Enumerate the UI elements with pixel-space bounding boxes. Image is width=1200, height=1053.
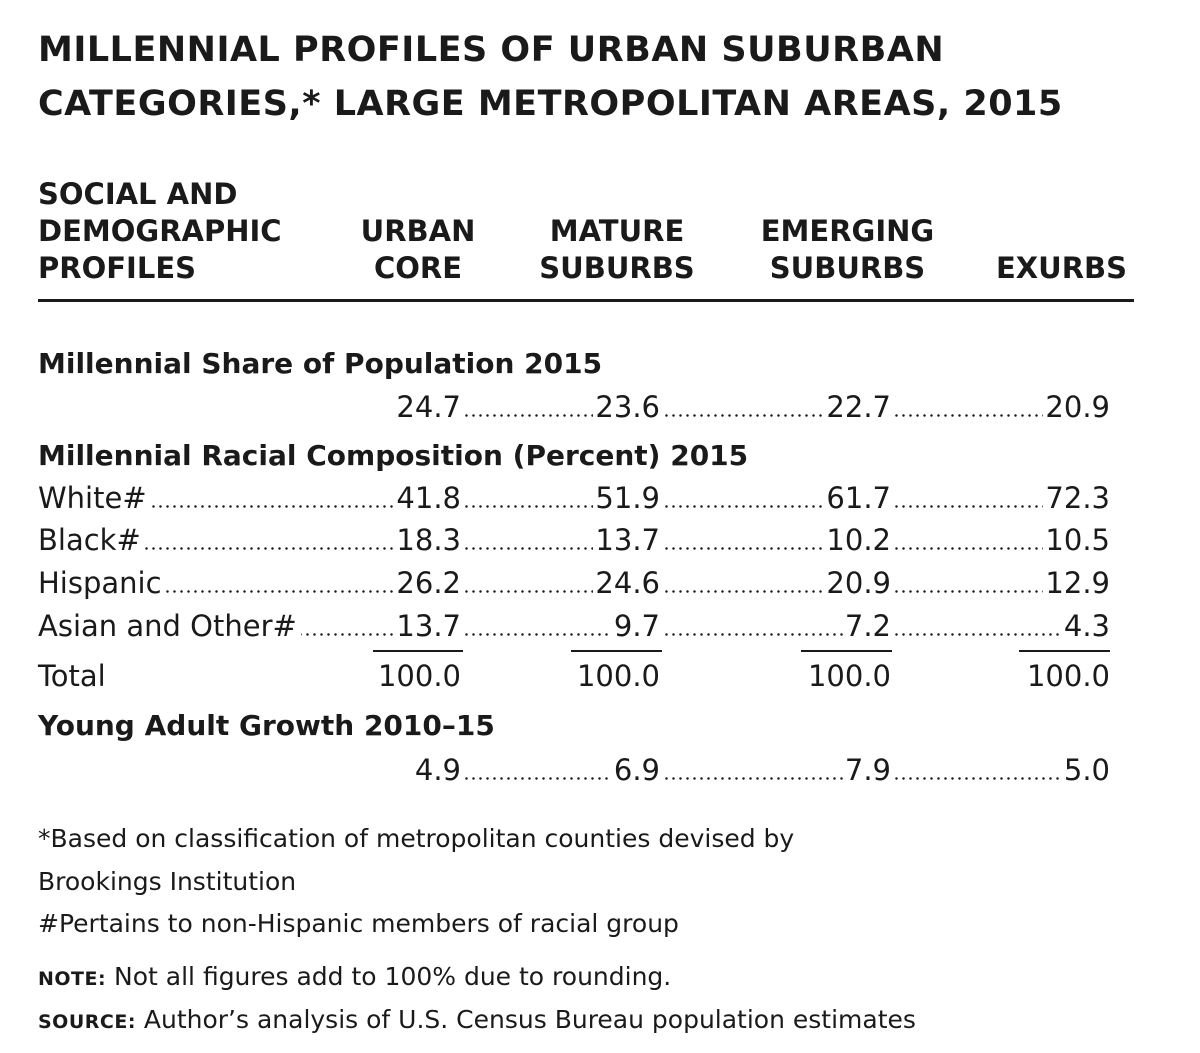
total-rule-urban-core — [373, 650, 463, 652]
cell-growth-urban-core: 4.9 — [238, 750, 461, 790]
header-exurbs: EXURBS — [996, 250, 1127, 287]
table-row: Asian and Other# 13.7 9.7 7.2 4.3 — [38, 606, 1112, 646]
cell-asian-other-exurbs: 4.3 — [893, 606, 1110, 646]
section-title-racial: Millennial Racial Composition (Percent) … — [38, 439, 749, 472]
header-exurbs-line-1: EXURBS — [996, 251, 1128, 285]
total-rule-mature-suburbs — [571, 650, 662, 652]
table-row-total: Total 100.0 100.0 100.0 100.0 — [38, 656, 1112, 696]
cell-hispanic-exurbs: 12.9 — [893, 563, 1110, 603]
row-label-total: Total — [38, 656, 110, 696]
cell-growth-mature-suburbs: 6.9 — [463, 750, 660, 790]
note-text: Not all figures add to 100% due to round… — [106, 962, 672, 991]
header-profiles-line-2: DEMOGRAPHIC — [38, 214, 282, 248]
cell-asian-other-mature-suburbs: 9.7 — [463, 606, 660, 646]
table-row-growth: 4.9 6.9 7.9 5.0 — [38, 750, 1112, 790]
cell-black-emerging-suburbs: 10.2 — [663, 520, 891, 560]
row-label-black: Black# — [38, 520, 145, 560]
cell-asian-other-urban-core: 13.7 — [38, 606, 461, 646]
cell-share-mature-suburbs: 23.6 — [463, 387, 660, 427]
source-label: SOURCE: — [38, 1011, 136, 1033]
cell-hispanic-mature-suburbs: 24.6 — [463, 563, 660, 603]
table-row: White# 41.8 51.9 61.7 72.3 — [38, 478, 1112, 518]
section-title-share: Millennial Share of Population 2015 — [38, 347, 603, 380]
header-emerging-suburbs: EMERGING SUBURBS — [745, 213, 950, 287]
header-profiles-line-1: SOCIAL AND — [38, 177, 238, 211]
cell-share-emerging-suburbs: 22.7 — [663, 387, 891, 427]
header-urban-core-line-1: URBAN — [360, 214, 476, 248]
cell-black-exurbs: 10.5 — [893, 520, 1110, 560]
cell-white-mature-suburbs: 51.9 — [463, 478, 660, 518]
cell-hispanic-urban-core: 26.2 — [38, 563, 461, 603]
cell-white-urban-core: 41.8 — [38, 478, 461, 518]
page-title-line-2: CATEGORIES,* LARGE METROPOLITAN AREAS, 2… — [38, 84, 1063, 124]
cell-total-urban-core: 100.0 — [238, 656, 461, 696]
header-profiles: SOCIAL AND DEMOGRAPHIC PROFILES — [38, 176, 282, 287]
footnote-asterisk-line-2: Brookings Institution — [38, 867, 297, 896]
row-label-asian-other: Asian and Other# — [38, 606, 301, 646]
table-row-share: 24.7 23.6 22.7 20.9 — [38, 387, 1112, 427]
header-emerging-suburbs-line-1: EMERGING — [760, 214, 935, 248]
cell-total-emerging-suburbs: 100.0 — [663, 656, 891, 696]
header-urban-core-line-2: CORE — [373, 251, 463, 285]
footnote-hash: #Pertains to non-Hispanic members of rac… — [38, 909, 679, 938]
row-label-white: White# — [38, 478, 151, 518]
cell-black-urban-core: 18.3 — [38, 520, 461, 560]
cell-black-mature-suburbs: 13.7 — [463, 520, 660, 560]
cell-white-emerging-suburbs: 61.7 — [663, 478, 891, 518]
header-urban-core: URBAN CORE — [343, 213, 493, 287]
footnote-asterisk-line-1: *Based on classification of metropolitan… — [38, 824, 795, 853]
note-label: NOTE: — [38, 968, 107, 990]
header-mature-suburbs-line-1: MATURE — [549, 214, 685, 248]
cell-white-exurbs: 72.3 — [893, 478, 1110, 518]
cell-total-mature-suburbs: 100.0 — [463, 656, 660, 696]
footnote-source: SOURCE: Author’s analysis of U.S. Census… — [38, 1007, 916, 1032]
total-rule-exurbs — [1019, 650, 1110, 652]
page-title-line-1: MILLENNIAL PROFILES OF URBAN SUBURBAN — [38, 30, 945, 70]
table-row: Black# 18.3 13.7 10.2 10.5 — [38, 520, 1112, 560]
header-rule — [38, 299, 1134, 302]
cell-hispanic-emerging-suburbs: 20.9 — [663, 563, 891, 603]
header-profiles-line-3: PROFILES — [38, 251, 197, 285]
cell-asian-other-emerging-suburbs: 7.2 — [663, 606, 891, 646]
header-mature-suburbs: MATURE SUBURBS — [527, 213, 707, 287]
row-label-hispanic: Hispanic — [38, 563, 166, 603]
cell-share-urban-core: 24.7 — [238, 387, 461, 427]
cell-total-exurbs: 100.0 — [893, 656, 1110, 696]
cell-share-exurbs: 20.9 — [893, 387, 1110, 427]
header-mature-suburbs-line-2: SUBURBS — [539, 251, 695, 285]
total-rule-emerging-suburbs — [801, 650, 892, 652]
table-row: Hispanic 26.2 24.6 20.9 12.9 — [38, 563, 1112, 603]
cell-growth-emerging-suburbs: 7.9 — [663, 750, 891, 790]
source-text: Author’s analysis of U.S. Census Bureau … — [135, 1005, 916, 1034]
footnote-note: NOTE: Not all figures add to 100% due to… — [38, 964, 671, 989]
header-emerging-suburbs-line-2: SUBURBS — [769, 251, 926, 285]
cell-growth-exurbs: 5.0 — [893, 750, 1110, 790]
section-title-growth: Young Adult Growth 2010–15 — [38, 709, 495, 742]
